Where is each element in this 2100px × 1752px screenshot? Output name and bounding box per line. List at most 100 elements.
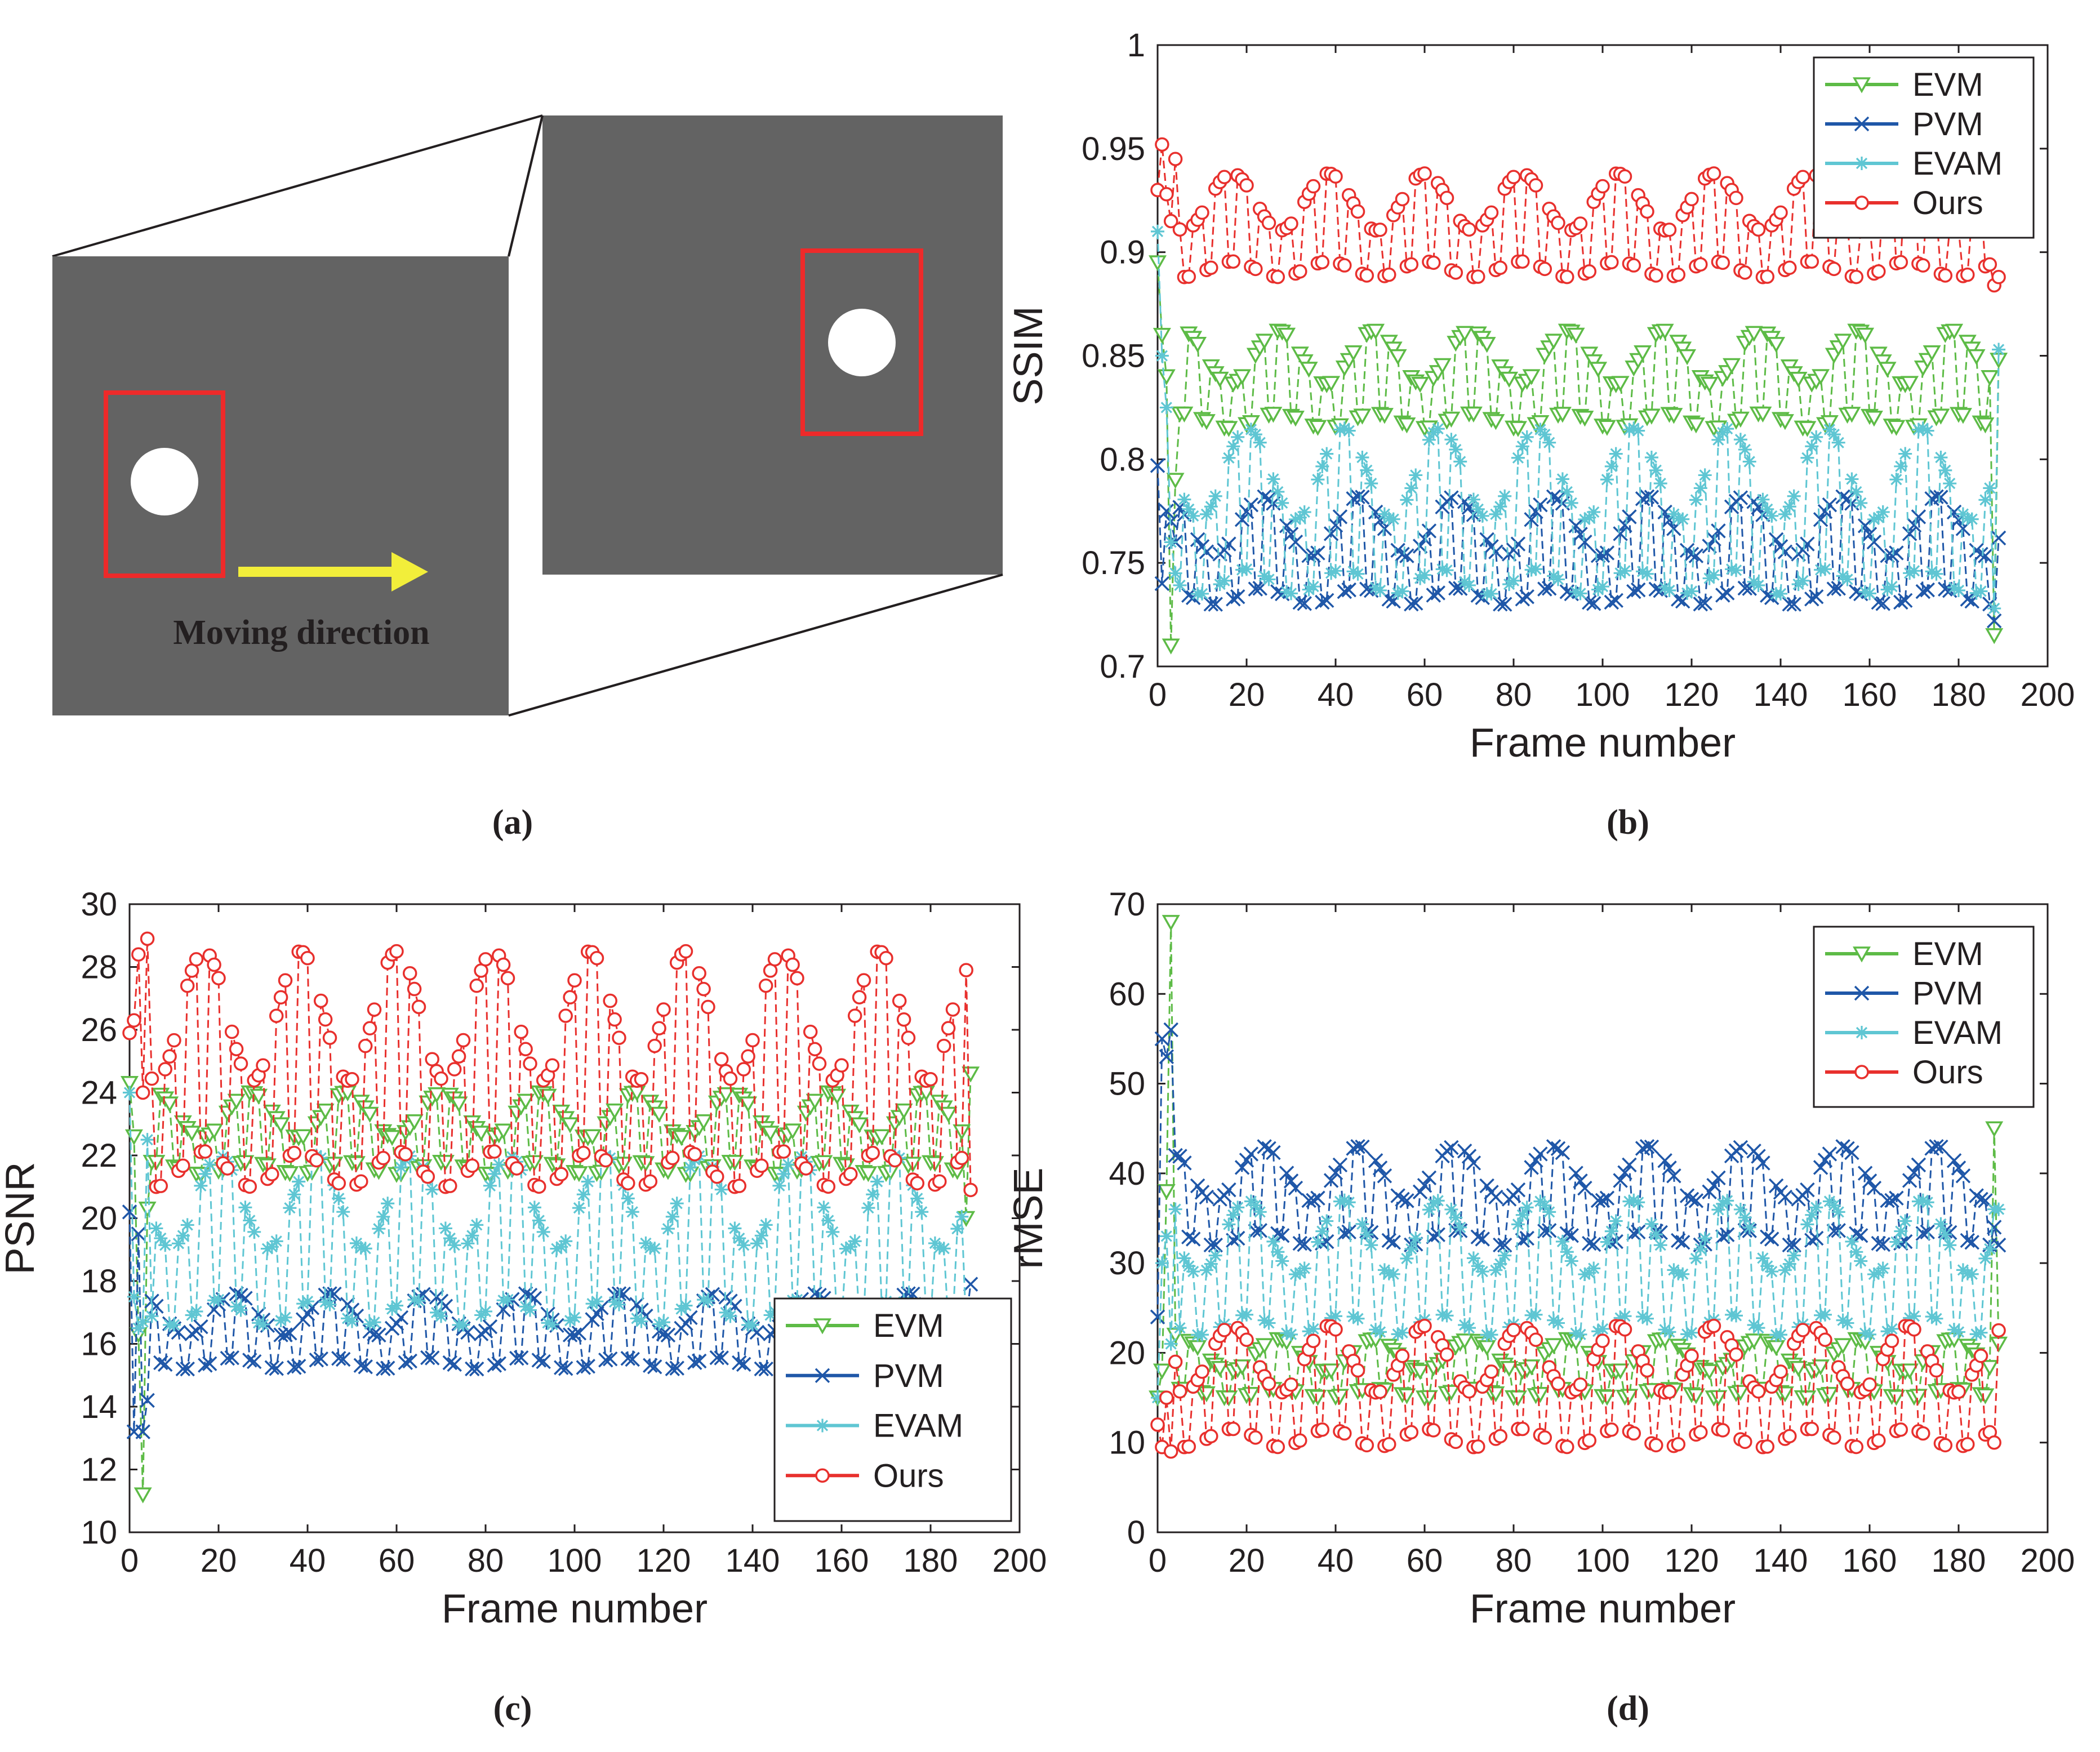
data-point [1671,1233,1686,1248]
data-point [1965,512,1979,526]
data-point [1547,1313,1561,1327]
data-point [269,1008,284,1023]
perspective-line-top-left [52,114,543,257]
data-point [514,1024,528,1039]
y-tick-label: 0 [1127,1514,1145,1551]
data-point [1658,1323,1672,1337]
data-point [1589,362,1608,378]
y-tick-label: 20 [1109,1335,1145,1371]
data-point [1903,566,1917,580]
data-point [211,971,226,986]
data-point [1511,451,1525,465]
data-point [1662,223,1677,237]
data-point [1306,580,1320,594]
data-point [1350,1139,1365,1154]
data-point [1985,1121,2004,1137]
data-point [1391,1327,1405,1341]
data-point [447,1238,461,1252]
data-point [1382,267,1396,282]
data-point [1889,1190,1904,1206]
data-point [589,950,604,966]
data-point [138,1202,157,1218]
data-point [1431,422,1445,436]
data-point [1399,548,1414,563]
data-point [621,1191,635,1206]
series-pvm [1150,1022,2006,1324]
data-point [576,1360,591,1375]
data-point [411,999,426,1015]
data-point [1430,1227,1445,1243]
data-point [1751,1149,1766,1164]
data-point [1569,1326,1583,1340]
data-point [1640,1311,1654,1326]
data-point [1804,1233,1819,1248]
data-point [1925,564,1939,579]
data-point [1719,1227,1735,1243]
data-point [1976,417,1995,434]
data-point [1528,1153,1543,1168]
data-point [1719,585,1735,601]
data-point [1943,1238,1957,1252]
data-point [1906,1165,1922,1180]
tracking-box-front [104,390,225,578]
data-point [1168,566,1182,580]
data-point [1293,264,1307,279]
data-point [1973,546,1988,562]
data-point [1453,455,1467,469]
data-point [1760,502,1774,516]
data-point [1577,535,1592,550]
data-point [567,1327,582,1342]
data-point [1723,358,1741,375]
data-point [469,1361,484,1377]
data-point [123,1086,136,1100]
data-point [1778,1263,1792,1277]
data-point [283,1201,297,1215]
data-point [1795,543,1810,558]
legend-marker [815,1368,830,1383]
data-point [367,1002,382,1017]
data-point [1373,223,1387,237]
data-point [1333,423,1347,437]
data-point [1685,584,1698,598]
data-point [732,1355,747,1371]
data-point [1947,1323,1961,1337]
data-point [1181,1229,1196,1244]
data-point [1155,349,1169,363]
data-point [1831,1205,1845,1219]
data-point [1938,581,1953,597]
legend-label: Ours [1912,185,1983,221]
data-point [652,1021,666,1035]
data-point [1765,509,1779,523]
data-point [1698,468,1712,482]
data-point [963,1277,978,1292]
data-point [767,952,782,967]
data-point [438,1221,452,1235]
data-point [865,1145,880,1160]
data-point [1275,1254,1289,1268]
data-point [847,1008,862,1023]
data-point [1239,1332,1254,1347]
data-point [901,1030,916,1046]
y-tick-label: 30 [1109,1245,1145,1282]
y-tick-label: 20 [81,1200,117,1237]
y-tick-label: 0.8 [1100,441,1145,478]
data-point [1395,192,1410,207]
data-point [1478,337,1496,353]
data-point [1226,592,1241,607]
data-point [1195,1328,1209,1342]
data-point [1742,1220,1756,1234]
data-point [1756,492,1770,506]
data-point [1983,481,1997,495]
legend-marker [1855,157,1868,170]
data-point [687,1147,702,1162]
data-point [1537,581,1552,597]
data-point [260,1242,274,1256]
data-point [1151,1391,1164,1405]
y-tick-label: 1 [1127,27,1145,64]
panel-a-caption: (a) [492,803,533,842]
data-point [1777,1189,1793,1205]
data-point [491,1356,506,1371]
data-point [806,1093,824,1110]
data-point [1765,1265,1779,1279]
